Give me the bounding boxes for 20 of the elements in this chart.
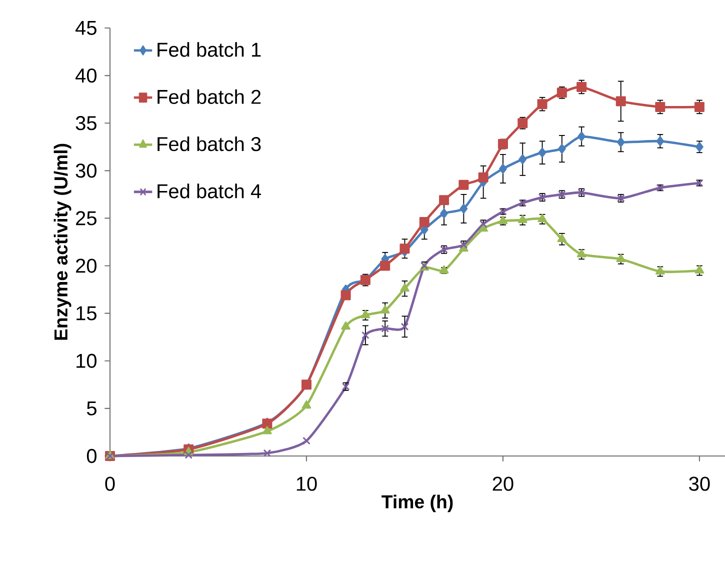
legend-label: Fed batch 3 [158, 136, 261, 152]
y-tick-label: 35 [76, 116, 96, 130]
y-tick-label: 15 [76, 306, 96, 320]
y-tick-label: 5 [86, 401, 96, 416]
legend-label: Fed batch 2 [158, 89, 261, 104]
legend-label: Fed batch 4 [158, 184, 262, 198]
y-axis-title: Enzyme activity (U/ml) [54, 144, 72, 340]
y-tick-label: 45 [76, 21, 96, 35]
y-tick-label: 40 [76, 68, 96, 83]
x-tick-label: 20 [492, 476, 514, 491]
x-tick-label: 10 [296, 476, 317, 491]
legend-label: Fed batch 1 [158, 42, 261, 57]
x-axis-title: Time (h) [382, 494, 453, 512]
x-tick-label: 30 [689, 476, 710, 491]
x-tick-label: 0 [105, 476, 115, 491]
y-tick-label: 30 [76, 164, 96, 178]
y-tick-label: 20 [76, 258, 96, 273]
y-tick-label: 10 [76, 354, 96, 368]
y-tick-label: 25 [76, 211, 96, 226]
y-tick-label: 0 [86, 448, 96, 464]
